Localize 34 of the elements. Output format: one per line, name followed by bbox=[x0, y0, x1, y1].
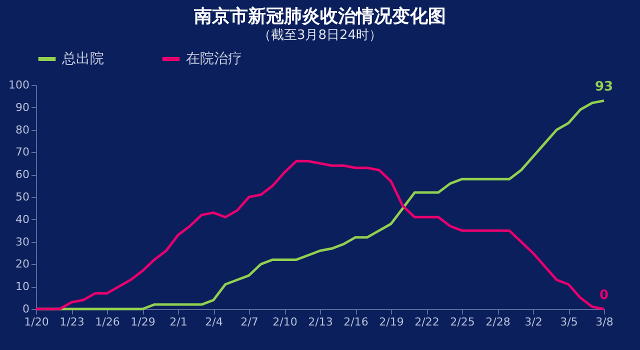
x-tick-label: 2/16 bbox=[344, 316, 368, 328]
x-tick-label: 1/29 bbox=[130, 316, 156, 328]
y-tick-label: 70 bbox=[16, 146, 30, 159]
y-tick-label: 30 bbox=[16, 235, 30, 248]
chart-subtitle: （截至3月8日24时） bbox=[258, 28, 382, 43]
x-tick-label: 2/28 bbox=[486, 316, 510, 328]
chart-title: 南京市新冠肺炎收治情况变化图 bbox=[193, 6, 446, 27]
x-tick-label: 3/2 bbox=[524, 316, 542, 328]
x-tick-label: 1/20 bbox=[24, 316, 49, 328]
x-tick-label: 1/23 bbox=[60, 316, 84, 328]
y-tick-label: 100 bbox=[8, 78, 30, 92]
y-tick-label: 0 bbox=[22, 302, 30, 316]
x-tick-label: 2/25 bbox=[450, 316, 475, 328]
x-tick-label: 3/8 bbox=[596, 316, 614, 328]
x-tick-label: 2/1 bbox=[170, 316, 188, 328]
data-label: 93 bbox=[594, 80, 614, 95]
y-tick-label: 40 bbox=[16, 212, 30, 226]
x-tick-label: 1/26 bbox=[95, 316, 120, 328]
x-tick-label: 2/19 bbox=[379, 316, 404, 328]
legend-label: 在院治疗 bbox=[186, 51, 242, 67]
x-tick-label: 2/10 bbox=[272, 316, 298, 328]
x-tick-label: 3/5 bbox=[560, 316, 578, 328]
x-tick-label: 2/13 bbox=[308, 316, 333, 328]
y-tick-label: 50 bbox=[16, 190, 30, 204]
x-tick-label: 2/7 bbox=[240, 316, 258, 328]
y-tick-label: 20 bbox=[16, 258, 30, 271]
x-tick-label: 2/4 bbox=[205, 316, 223, 328]
y-tick-label: 80 bbox=[16, 123, 30, 136]
legend-label: 总出院 bbox=[61, 51, 104, 67]
y-tick-label: 90 bbox=[16, 100, 30, 114]
data-label: 0 bbox=[599, 288, 609, 303]
y-tick-label: 10 bbox=[16, 280, 30, 294]
x-tick-label: 2/22 bbox=[414, 316, 440, 328]
y-tick-label: 60 bbox=[16, 168, 30, 182]
